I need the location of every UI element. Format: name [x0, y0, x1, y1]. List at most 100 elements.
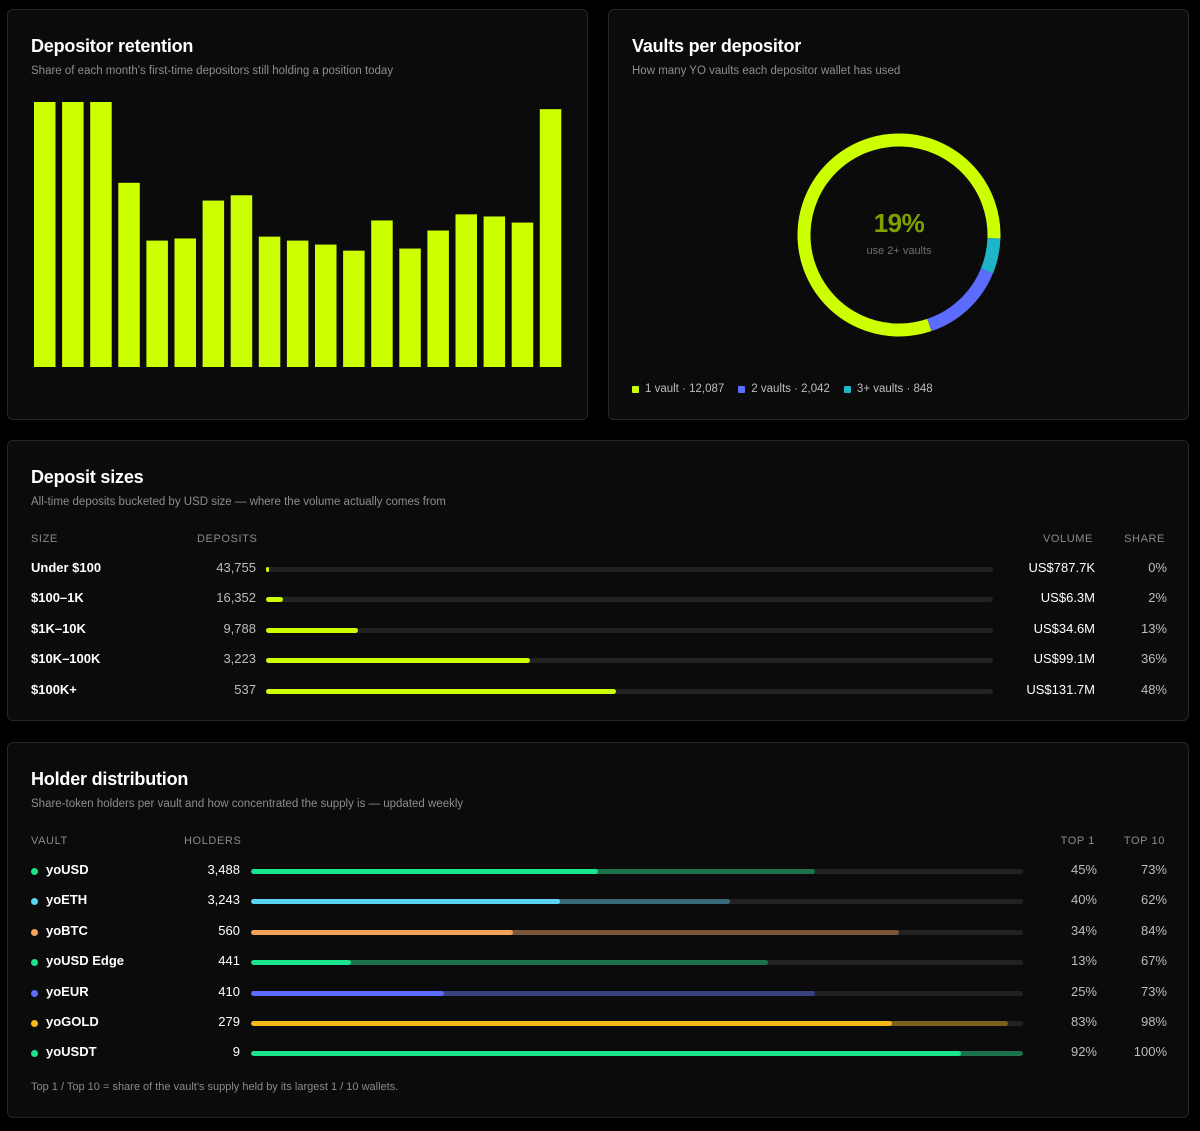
table-row: $100–1K 16,352 US$6.3M 2%: [8, 588, 1190, 608]
vault-name: yoEUR: [46, 983, 89, 999]
holder-count: 560: [218, 922, 240, 938]
deposit-sizes-card: Deposit sizes All-time deposits bucketed…: [7, 440, 1189, 721]
deposit-count: 537: [234, 681, 256, 697]
legend-label: 3+ vaults · 848: [856, 383, 933, 395]
deposit-count: 3,223: [223, 651, 256, 667]
size-bucket-label: $1K–10K: [31, 620, 86, 636]
top10-share-fill: [251, 960, 769, 966]
top10-value: 84%: [1140, 922, 1167, 938]
volume-share-bar: [266, 627, 993, 633]
column-header-holders: HOLDERS: [184, 835, 242, 847]
volume-share-fill: [266, 688, 617, 694]
legend-item-1-vault: 1 vault · 12,087: [632, 383, 724, 395]
vault-name: yoBTC: [46, 922, 88, 938]
top10-value: 100%: [1133, 1044, 1167, 1060]
vault-color-dot: [31, 898, 38, 906]
table-row: yoEUR 410 25% 73%: [8, 982, 1190, 1002]
vault-color-dot: [31, 1020, 38, 1027]
column-header-deposits: DEPOSITS: [197, 533, 258, 545]
holder-distribution-card: Holder distribution Share-token holders …: [7, 742, 1189, 1118]
donut-center-label: use 2+ vaults: [866, 245, 932, 257]
retention-bar: [174, 238, 196, 367]
deposit-count: 9,788: [223, 620, 256, 636]
size-bucket-label: Under $100: [31, 560, 102, 575]
table-row: yoUSDT 9 92% 100%: [8, 1042, 1190, 1062]
volume-share-bar: [266, 688, 993, 694]
donut-legend: 1 vault · 12,087 2 vaults · 2,042 3+ vau…: [632, 383, 933, 395]
top1-value: 34%: [1070, 922, 1097, 938]
volume-share-bar: [266, 567, 993, 572]
column-header-top10: TOP 10: [1123, 835, 1165, 847]
table-row: $10K–100K 3,223 US$99.1M 36%: [8, 649, 1190, 669]
top10-share-fill: [251, 929, 900, 935]
volume-share-fill: [266, 658, 530, 664]
table-row: Under $100 43,755 US$787.7K 0%: [8, 558, 1190, 578]
concentration-bar: [251, 869, 1023, 874]
vault-name: yoETH: [46, 892, 88, 908]
volume-share-bar: [266, 658, 993, 664]
top10-value: 67%: [1140, 953, 1167, 969]
vault-name: yoUSD: [46, 862, 89, 877]
top10-value: 98%: [1140, 1014, 1167, 1029]
retention-bar: [511, 222, 534, 367]
column-header-top1: TOP 1: [1060, 835, 1095, 847]
holders-title: Holder distribution: [31, 769, 189, 789]
holder-count: 441: [218, 953, 240, 969]
concentration-bar: [251, 1051, 1023, 1057]
retention-bar: [427, 230, 449, 367]
table-row: $1K–10K 9,788 US$34.6M 13%: [8, 619, 1190, 639]
share-value: 0%: [1148, 560, 1167, 575]
vault-name: yoUSDT: [46, 1044, 97, 1060]
table-row: yoUSD 3,488 45% 73%: [8, 860, 1190, 880]
size-bucket-label: $100K+: [31, 681, 77, 697]
holder-count: 9: [232, 1044, 240, 1060]
top1-value: 92%: [1070, 1044, 1097, 1060]
holder-count: 279: [218, 1014, 240, 1029]
column-header-size: SIZE: [31, 533, 58, 545]
sizes-title: Deposit sizes: [31, 467, 144, 487]
top1-share-fill: [251, 1051, 962, 1057]
top1-value: 83%: [1070, 1014, 1097, 1029]
retention-bar: [202, 200, 225, 367]
legend-item-2-vaults: 2 vaults · 2,042: [738, 383, 830, 395]
top10-value: 73%: [1140, 983, 1167, 999]
column-header-volume: VOLUME: [1042, 533, 1093, 545]
table-row: yoGOLD 279 83% 98%: [8, 1012, 1190, 1032]
deposit-count: 43,755: [216, 560, 256, 575]
top1-share-fill: [251, 899, 560, 905]
top10-value: 73%: [1140, 862, 1167, 877]
donut-center-value: 19%: [873, 208, 925, 238]
retention-bar: [343, 250, 365, 367]
legend-swatch: [632, 385, 639, 393]
retention-bar: [539, 109, 562, 367]
retention-title: Depositor retention: [31, 36, 194, 56]
holders-footnote: Top 1 / Top 10 = share of the vault's su…: [31, 1081, 399, 1093]
volume-value: US$99.1M: [1033, 651, 1095, 667]
legend-label: 2 vaults · 2,042: [751, 383, 830, 395]
legend-label: 1 vault · 12,087: [645, 383, 725, 395]
vaults-subtitle: How many YO vaults each depositor wallet…: [632, 65, 901, 77]
concentration-bar: [251, 929, 1023, 935]
top1-value: 25%: [1070, 983, 1097, 999]
retention-bar: [483, 216, 506, 367]
donut-segment: [797, 133, 1001, 337]
size-bucket-label: $10K–100K: [31, 651, 101, 667]
column-header-vault: VAULT: [31, 835, 68, 847]
vault-color-dot: [31, 868, 38, 875]
retention-bar: [371, 220, 393, 367]
share-value: 2%: [1148, 590, 1167, 606]
volume-value: US$787.7K: [1028, 560, 1096, 575]
vault-color-dot: [31, 928, 38, 936]
top1-share-fill: [251, 960, 352, 966]
retention-subtitle: Share of each month's first-time deposit…: [31, 65, 394, 77]
vault-color-dot: [31, 959, 38, 967]
top1-share-fill: [251, 1021, 892, 1026]
vault-name: yoGOLD: [46, 1014, 99, 1029]
vaults-donut-chart: [797, 133, 1001, 337]
volume-value: US$6.3M: [1040, 590, 1095, 606]
depositor-retention-card: Depositor retention Share of each month'…: [7, 9, 588, 420]
top1-value: 13%: [1070, 953, 1097, 969]
retention-bar: [258, 236, 281, 367]
top1-share-fill: [251, 929, 514, 935]
holder-count: 3,243: [207, 892, 240, 908]
